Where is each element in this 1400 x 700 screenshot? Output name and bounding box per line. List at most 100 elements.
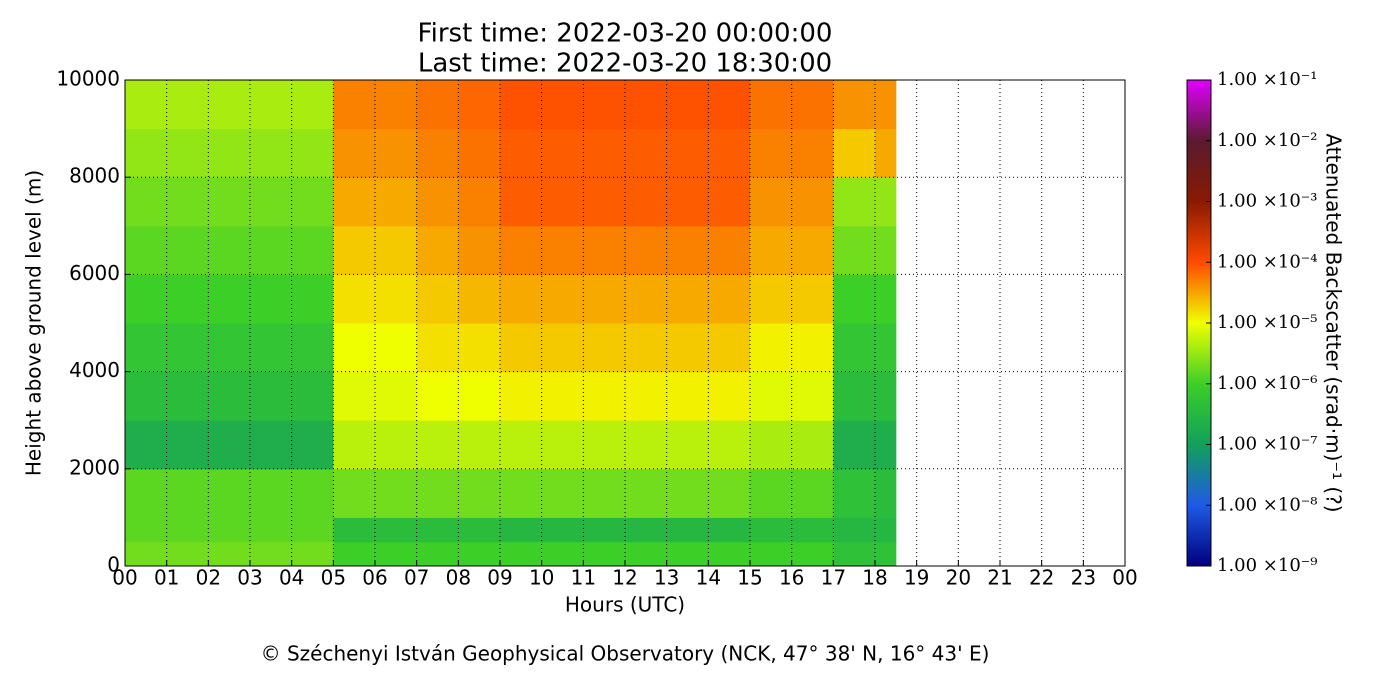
heatmap-cell (708, 468, 751, 518)
heatmap-cell (791, 177, 834, 227)
x-tick-label: 07 (404, 566, 429, 590)
heatmap-cell (250, 274, 293, 324)
heatmap-cell (833, 541, 876, 567)
heatmap-cell (625, 128, 668, 178)
heatmap-cell (500, 468, 543, 518)
heatmap-cell (583, 420, 626, 470)
heatmap-cell (541, 371, 584, 421)
heatmap-cell (875, 80, 897, 130)
heatmap-cell (541, 274, 584, 324)
heatmap-cell (625, 177, 668, 227)
heatmap-cell (416, 541, 459, 567)
heatmap-cell (541, 420, 584, 470)
heatmap-cell (750, 177, 793, 227)
heatmap-cell (166, 225, 209, 275)
heatmap-cell (791, 541, 834, 567)
heatmap-cell (708, 371, 751, 421)
heatmap-cell (125, 541, 168, 567)
heatmap-cell (166, 274, 209, 324)
heatmap-cell (666, 517, 709, 543)
heatmap-cell (500, 80, 543, 130)
y-tick-label: 4000 (69, 358, 120, 382)
heatmap-cell (500, 420, 543, 470)
heatmap-cell (333, 80, 376, 130)
heatmap-cell (458, 517, 501, 543)
heatmap-cell (833, 80, 876, 130)
heatmap-cell (458, 468, 501, 518)
heatmap-cell (833, 274, 876, 324)
x-tick-label: 02 (196, 566, 221, 590)
heatmap-cell (166, 128, 209, 178)
heatmap-cell (375, 225, 418, 275)
x-tick-label: 21 (987, 566, 1012, 590)
heatmap-cell (791, 225, 834, 275)
heatmap-cell (708, 225, 751, 275)
heatmap-cell (541, 177, 584, 227)
heatmap-cell (375, 177, 418, 227)
heatmap-cell (666, 323, 709, 373)
colorbar-tick-label: 1.00 ×10⁻⁸ (1217, 494, 1318, 515)
heatmap-cell (375, 128, 418, 178)
heatmap-cell (333, 274, 376, 324)
heatmap-cell (833, 517, 876, 543)
heatmap-cell (750, 468, 793, 518)
heatmap-cell (166, 517, 209, 543)
heatmap-cell (291, 323, 334, 373)
y-axis-label: Height above ground level (m) (22, 170, 46, 476)
colorbar-tick-label: 1.00 ×10⁻¹ (1217, 69, 1318, 90)
colorbar-tick-label: 1.00 ×10⁻⁹ (1217, 555, 1318, 576)
heatmap-cell (333, 517, 376, 543)
heatmap-cell (333, 177, 376, 227)
heatmap-cell (583, 80, 626, 130)
heatmap-cell (875, 468, 897, 518)
heatmap-cell (416, 517, 459, 543)
heatmap-cell (208, 80, 251, 130)
heatmap-cell (375, 541, 418, 567)
heatmap-cell (416, 225, 459, 275)
heatmap-cell (625, 541, 668, 567)
heatmap-cell (541, 80, 584, 130)
heatmap-cell (583, 128, 626, 178)
heatmap-cell (250, 468, 293, 518)
heatmap-cell (583, 541, 626, 567)
heatmap-cell (458, 80, 501, 130)
heatmap (125, 80, 897, 567)
heatmap-cell (791, 468, 834, 518)
heatmap-cell (541, 128, 584, 178)
heatmap-cell (625, 371, 668, 421)
heatmap-cell (291, 80, 334, 130)
heatmap-cell (125, 468, 168, 518)
heatmap-cell (250, 177, 293, 227)
heatmap-cell (625, 468, 668, 518)
x-tick-label: 06 (362, 566, 387, 590)
heatmap-cell (500, 371, 543, 421)
heatmap-cell (375, 80, 418, 130)
heatmap-cell (875, 541, 897, 567)
x-tick-label: 12 (612, 566, 637, 590)
heatmap-cell (458, 371, 501, 421)
heatmap-cell (708, 420, 751, 470)
heatmap-cell (875, 225, 897, 275)
heatmap-cell (375, 371, 418, 421)
heatmap-cell (875, 371, 897, 421)
colorbar-tick-label: 1.00 ×10⁻³ (1217, 191, 1318, 212)
heatmap-cell (875, 323, 897, 373)
heatmap-cell (583, 371, 626, 421)
heatmap-cell (541, 541, 584, 567)
heatmap-cell (125, 323, 168, 373)
heatmap-cell (375, 517, 418, 543)
heatmap-cell (333, 468, 376, 518)
heatmap-cell (625, 274, 668, 324)
heatmap-cell (875, 420, 897, 470)
heatmap-cell (291, 274, 334, 324)
heatmap-cell (500, 517, 543, 543)
heatmap-cell (208, 541, 251, 567)
heatmap-cell (750, 420, 793, 470)
heatmap-cell (791, 128, 834, 178)
heatmap-cell (666, 541, 709, 567)
heatmap-cell (125, 128, 168, 178)
heatmap-cell (708, 517, 751, 543)
heatmap-cell (416, 420, 459, 470)
heatmap-cell (208, 323, 251, 373)
heatmap-cell (791, 274, 834, 324)
